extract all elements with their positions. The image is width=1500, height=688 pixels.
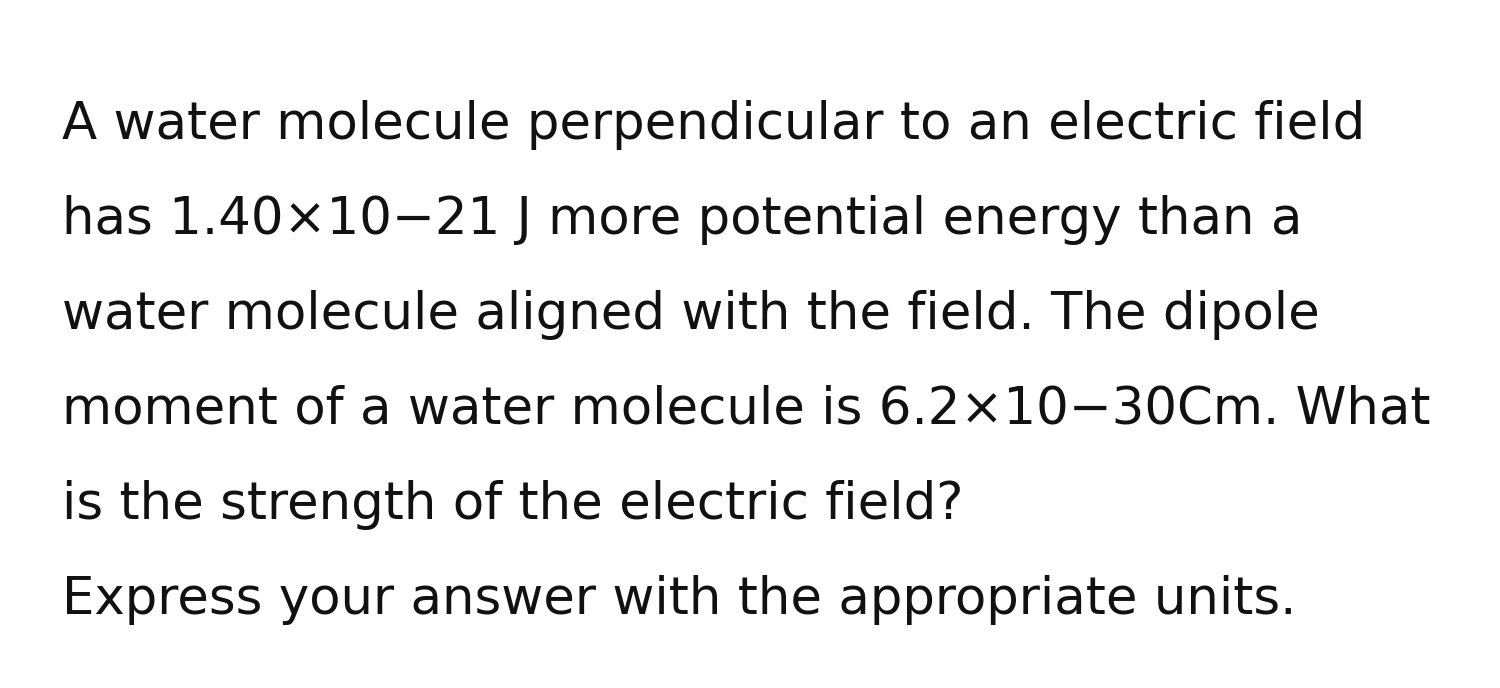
Text: water molecule aligned with the field. The dipole: water molecule aligned with the field. T…: [62, 290, 1320, 340]
Text: A water molecule perpendicular to an electric field: A water molecule perpendicular to an ele…: [62, 100, 1365, 150]
Text: moment of a water molecule is 6.2×10−30Cm. What: moment of a water molecule is 6.2×10−30C…: [62, 385, 1431, 435]
Text: is the strength of the electric field?: is the strength of the electric field?: [62, 480, 963, 530]
Text: has 1.40×10−21 J more potential energy than a: has 1.40×10−21 J more potential energy t…: [62, 195, 1302, 245]
Text: Express your answer with the appropriate units.: Express your answer with the appropriate…: [62, 575, 1296, 625]
